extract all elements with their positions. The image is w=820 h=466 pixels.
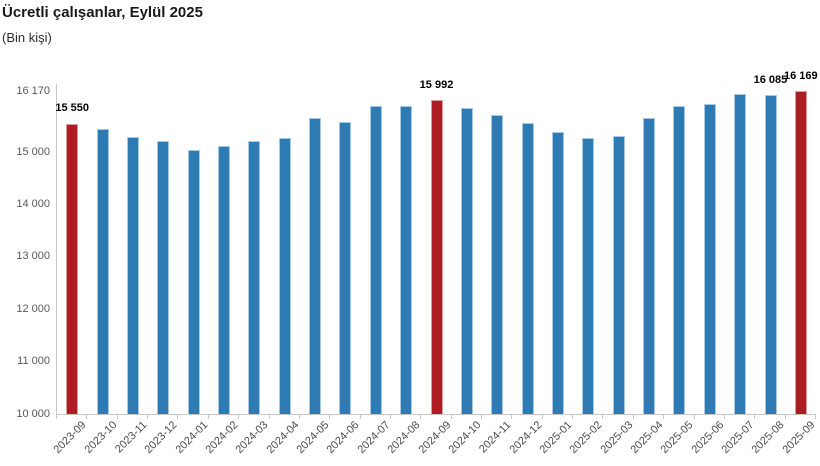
x-axis-tick: [177, 415, 179, 419]
x-axis-tick: [663, 415, 665, 419]
bar-2024-05[interactable]: [309, 117, 322, 414]
x-axis-tick: [116, 415, 118, 419]
bar-2024-06[interactable]: [339, 121, 352, 414]
x-axis-tick: [147, 415, 149, 419]
x-axis-tick: [56, 415, 57, 419]
y-axis-tick-label: 11 000: [17, 355, 50, 368]
x-axis-tick: [815, 415, 816, 419]
x-axis-tick: [329, 415, 331, 419]
bar-2024-09[interactable]: [430, 100, 443, 414]
x-axis-tick: [481, 415, 483, 419]
bar-2023-10[interactable]: [96, 129, 109, 414]
bar-2025-08[interactable]: [764, 95, 777, 414]
bar-2025-07[interactable]: [734, 94, 747, 414]
chart-title: Ücretli çalışanlar, Eylül 2025: [2, 4, 203, 21]
bar-2025-02[interactable]: [582, 137, 595, 414]
bar-2024-03[interactable]: [248, 141, 261, 414]
bar-value-label: 15 992: [419, 79, 454, 92]
x-axis-tick: [511, 415, 513, 419]
bar-2025-06[interactable]: [703, 103, 716, 414]
y-axis-tick-label: 16 170: [16, 84, 50, 97]
x-axis-tick: [207, 415, 209, 419]
bar-2025-01[interactable]: [551, 131, 564, 414]
y-axis-tick-label: 12 000: [16, 302, 50, 315]
bar-2023-09[interactable]: [66, 123, 79, 414]
x-axis-tick: [298, 415, 300, 419]
y-axis-tick-label: 10 000: [16, 407, 50, 420]
x-axis-tick: [86, 415, 88, 419]
y-axis-tick-label: 15 000: [16, 145, 50, 158]
x-axis-tick: [389, 415, 391, 419]
bar-2024-02[interactable]: [218, 146, 230, 414]
x-axis-line: [56, 414, 816, 415]
x-axis-tick: [754, 415, 756, 419]
bar-2023-12[interactable]: [157, 140, 170, 414]
y-axis-tick-label: 13 000: [16, 250, 50, 263]
bar-2024-10[interactable]: [460, 108, 473, 414]
x-axis-tick: [238, 415, 240, 419]
x-axis-tick: [784, 415, 786, 419]
x-axis-tick: [602, 415, 604, 419]
x-axis-tick: [632, 415, 634, 419]
bar-2024-04[interactable]: [278, 138, 291, 414]
bar-2024-08[interactable]: [400, 106, 413, 414]
x-axis-tick: [572, 415, 574, 419]
x-axis-tick: [450, 415, 452, 419]
x-axis-tick: [359, 415, 361, 419]
bar-2025-04[interactable]: [643, 118, 655, 414]
x-axis-tick: [693, 415, 695, 419]
bar-2024-01[interactable]: [187, 149, 200, 414]
chart-subtitle: (Bin kişi): [2, 30, 52, 45]
bar-2025-05[interactable]: [673, 106, 686, 414]
bar-2024-07[interactable]: [369, 105, 382, 414]
bar-2025-03[interactable]: [612, 136, 625, 414]
x-axis-tick: [268, 415, 270, 419]
x-axis-tick: [723, 415, 725, 419]
bar-2024-12[interactable]: [521, 122, 534, 414]
x-axis-tick: [420, 415, 422, 419]
y-axis-tick-label: 14 000: [16, 198, 50, 211]
y-axis-line: [56, 84, 57, 415]
x-axis-tick: [541, 415, 543, 419]
bar-2023-11[interactable]: [126, 136, 139, 414]
bar-2025-09[interactable]: [794, 91, 807, 414]
bar-value-label: 15 550: [55, 102, 89, 115]
bar-value-label: 16 085: [753, 74, 788, 87]
bar-2024-11[interactable]: [491, 115, 504, 414]
bar-value-label: 16 169: [783, 70, 818, 83]
